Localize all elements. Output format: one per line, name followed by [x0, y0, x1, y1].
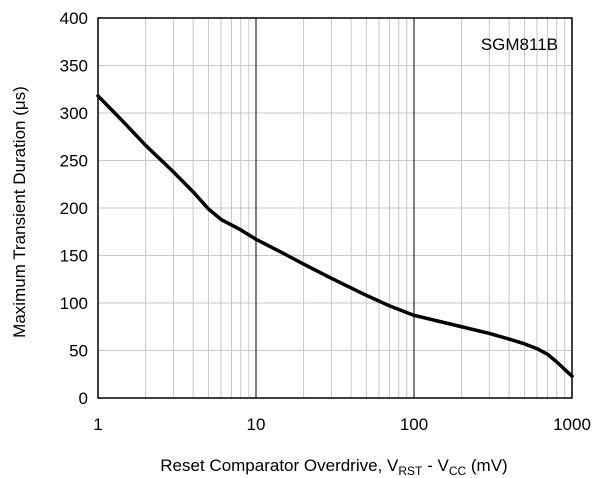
x-tick-label: 10: [247, 415, 266, 434]
y-tick-label: 200: [60, 199, 88, 218]
y-tick-label: 300: [60, 104, 88, 123]
x-axis-title-sub-rst: RST: [398, 464, 423, 478]
x-tick-label: 1000: [553, 415, 591, 434]
y-tick-label: 150: [60, 247, 88, 266]
y-tick-label: 50: [69, 342, 88, 361]
x-axis-title-sub-cc: CC: [449, 464, 467, 478]
series-layer: [96, 94, 574, 378]
y-tick-label: 0: [79, 389, 88, 408]
x-tick-label: 100: [400, 415, 428, 434]
series-line: [96, 94, 574, 378]
y-axis-title: Maximum Transient Duration (μs): [10, 86, 29, 338]
y-tick-label: 400: [60, 9, 88, 28]
y-tick-label: 250: [60, 152, 88, 171]
x-tick-label: 1: [93, 415, 102, 434]
plot-area-border: [97, 17, 573, 399]
grid-lines: [97, 17, 573, 399]
x-axis-title: Reset Comparator Overdrive, VRST - VCC (…: [160, 456, 507, 478]
y-tick-label: 100: [60, 294, 88, 313]
x-axis-title-main: Reset Comparator Overdrive, V: [160, 456, 399, 475]
x-tick-labels: 1 10 100 1000: [93, 415, 591, 434]
plot-frame: [97, 17, 573, 399]
x-axis-title-mid: - V: [422, 456, 449, 475]
series-annotation: SGM811B: [481, 35, 558, 54]
x-axis-title-end: (mV): [466, 456, 508, 475]
y-tick-labels: 0 50 100 150 200 250 300 350 400: [60, 9, 88, 408]
y-tick-label: 350: [60, 57, 88, 76]
